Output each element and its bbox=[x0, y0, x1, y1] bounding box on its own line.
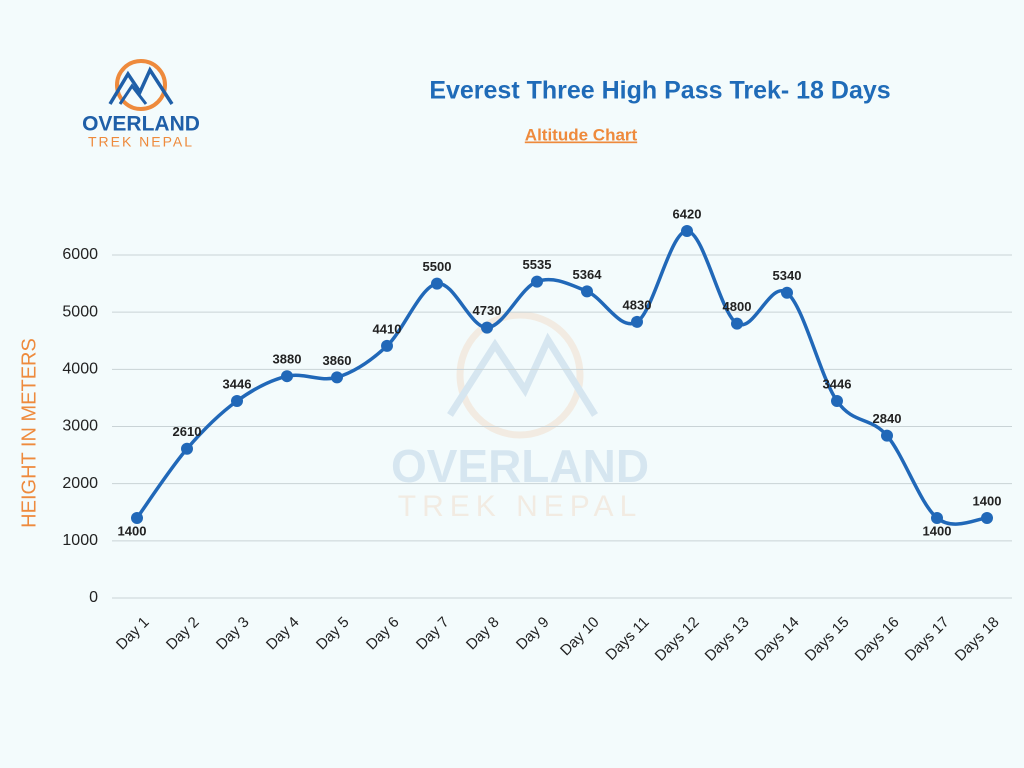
point bbox=[531, 275, 543, 288]
logo-tagline: TREK NEPAL bbox=[88, 134, 194, 150]
x-tick-label: Day 6 bbox=[363, 614, 403, 654]
x-tick-label: Days 13 bbox=[702, 614, 753, 665]
point bbox=[331, 371, 343, 384]
x-tick-label: Day 9 bbox=[513, 614, 553, 654]
logo-name: OVERLAND bbox=[82, 113, 200, 136]
x-tick-label: Days 18 bbox=[952, 614, 1003, 665]
data-label: 4410 bbox=[373, 321, 402, 336]
point bbox=[181, 442, 193, 455]
x-tick-label: Day 5 bbox=[313, 614, 353, 654]
y-tick-label: 5000 bbox=[62, 303, 98, 320]
data-label: 5340 bbox=[773, 268, 802, 283]
x-tick-label: Day 8 bbox=[463, 614, 503, 654]
data-label: 4830 bbox=[623, 297, 652, 312]
x-tick-label: Days 15 bbox=[802, 614, 853, 665]
logo bbox=[108, 59, 174, 111]
data-label: 4730 bbox=[473, 303, 502, 318]
point bbox=[581, 285, 593, 298]
data-label: 3860 bbox=[323, 353, 352, 368]
chart-title: Everest Three High Pass Trek- 18 Days bbox=[429, 77, 890, 105]
data-label: 2610 bbox=[173, 424, 202, 439]
data-label: 3446 bbox=[223, 376, 252, 391]
chart-subtitle: Altitude Chart bbox=[525, 125, 638, 144]
point bbox=[631, 315, 643, 328]
point bbox=[781, 286, 793, 299]
point bbox=[931, 511, 943, 524]
data-label: 5364 bbox=[573, 267, 603, 282]
point bbox=[981, 511, 993, 524]
y-tick-label: 6000 bbox=[62, 246, 98, 263]
y-tick-label: 3000 bbox=[62, 418, 98, 435]
point bbox=[831, 395, 843, 408]
data-label: 1400 bbox=[973, 493, 1002, 508]
data-label: 5500 bbox=[423, 259, 452, 274]
point bbox=[731, 317, 743, 330]
y-tick-label: 1000 bbox=[62, 532, 98, 549]
point bbox=[281, 370, 293, 383]
watermark-tagline: TREK NEPAL bbox=[398, 490, 643, 523]
data-label: 3446 bbox=[823, 376, 852, 391]
y-tick-label: 0 bbox=[89, 589, 98, 606]
x-tick-label: Day 3 bbox=[213, 614, 253, 654]
x-tick-label: Day 1 bbox=[113, 614, 153, 654]
point bbox=[131, 511, 143, 524]
x-tick-label: Days 16 bbox=[852, 614, 903, 665]
y-tick-label: 2000 bbox=[62, 475, 98, 492]
x-tick-label: Days 12 bbox=[652, 614, 703, 665]
x-tick-label: Days 14 bbox=[752, 614, 803, 665]
y-axis-label: HEIGHT IN METERS bbox=[18, 338, 40, 528]
data-label: 3880 bbox=[273, 352, 302, 367]
data-label: 5535 bbox=[523, 257, 552, 272]
x-tick-label: Days 11 bbox=[602, 614, 652, 664]
watermark bbox=[447, 311, 598, 439]
watermark-name: OVERLAND bbox=[391, 440, 649, 492]
data-label: 1400 bbox=[118, 523, 147, 538]
data-label: 1400 bbox=[923, 523, 952, 538]
y-tick-label: 4000 bbox=[62, 361, 98, 378]
point bbox=[481, 321, 493, 334]
data-label: 4800 bbox=[723, 299, 752, 314]
x-tick-label: Day 4 bbox=[263, 614, 303, 654]
x-tick-label: Day 2 bbox=[163, 614, 203, 654]
data-label: 2840 bbox=[873, 411, 902, 426]
x-tick-label: Day 10 bbox=[557, 614, 603, 660]
point bbox=[381, 339, 393, 352]
x-tick-label: Day 7 bbox=[413, 614, 453, 654]
point bbox=[231, 395, 243, 408]
x-tick-label: Days 17 bbox=[902, 614, 953, 665]
data-label: 6420 bbox=[673, 206, 702, 221]
point bbox=[681, 224, 693, 237]
point bbox=[881, 429, 893, 442]
point bbox=[431, 277, 443, 290]
